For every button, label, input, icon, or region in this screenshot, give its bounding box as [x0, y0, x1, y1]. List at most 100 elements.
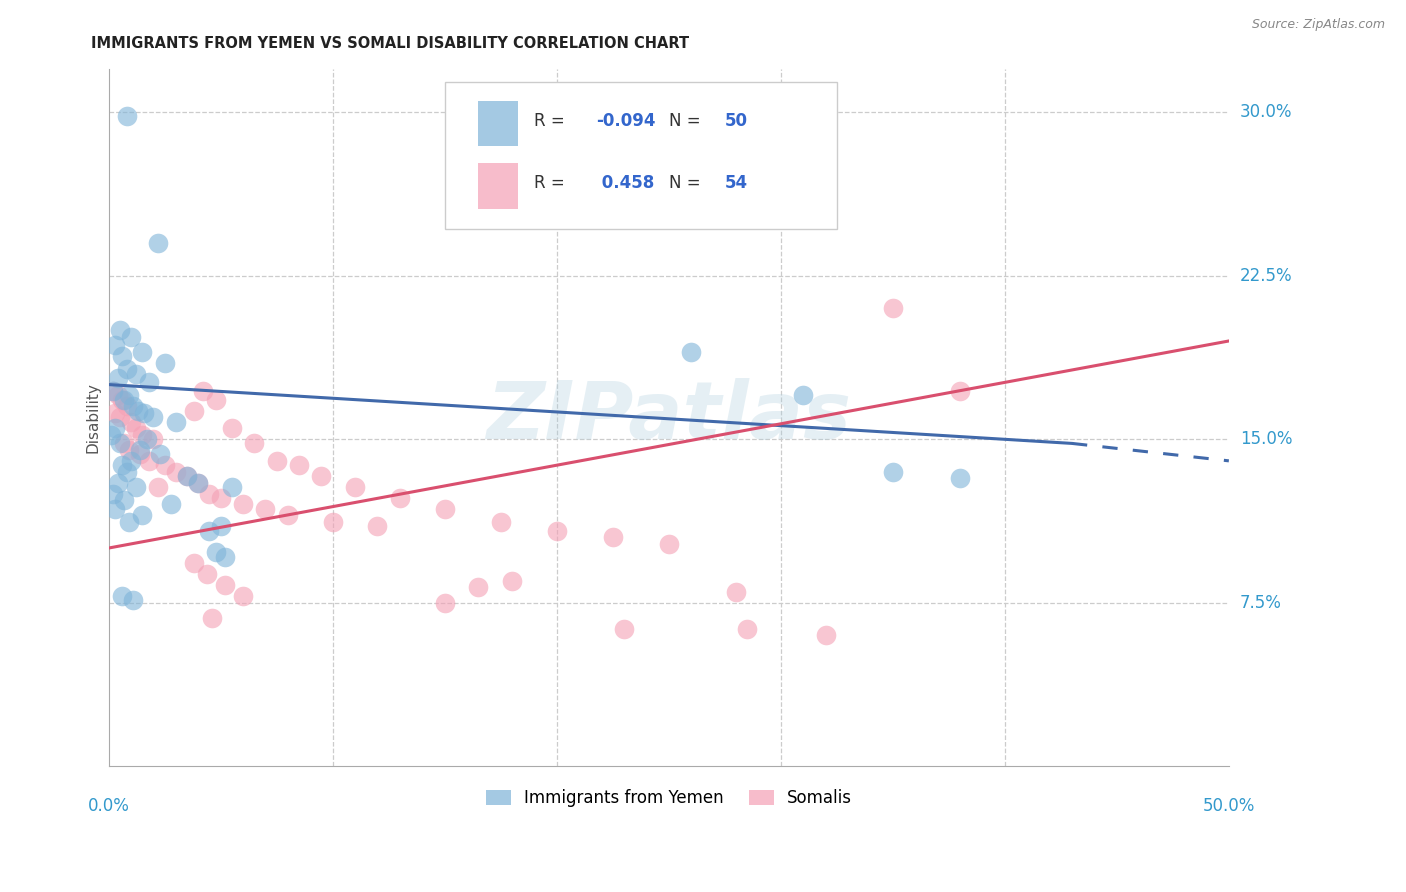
Point	[118, 515, 141, 529]
Point	[214, 578, 236, 592]
Text: Source: ZipAtlas.com: Source: ZipAtlas.com	[1251, 18, 1385, 31]
FancyBboxPatch shape	[444, 82, 837, 229]
Text: 50: 50	[724, 112, 748, 130]
Point	[882, 465, 904, 479]
Point	[120, 329, 142, 343]
Point	[187, 475, 209, 490]
Point	[489, 515, 512, 529]
Point	[433, 501, 456, 516]
Text: IMMIGRANTS FROM YEMEN VS SOMALI DISABILITY CORRELATION CHART: IMMIGRANTS FROM YEMEN VS SOMALI DISABILI…	[91, 36, 689, 51]
Point	[115, 110, 138, 124]
Point	[277, 508, 299, 523]
Point	[613, 622, 636, 636]
Text: 0.0%: 0.0%	[87, 797, 129, 814]
Text: -0.094: -0.094	[596, 112, 655, 130]
Point	[266, 454, 288, 468]
Point	[101, 384, 124, 398]
Point	[101, 384, 124, 398]
Point	[104, 501, 127, 516]
Point	[107, 475, 129, 490]
Text: R =: R =	[534, 112, 571, 130]
Text: N =: N =	[669, 175, 706, 193]
Text: 7.5%: 7.5%	[1240, 593, 1282, 612]
FancyBboxPatch shape	[478, 163, 517, 209]
Point	[949, 384, 972, 398]
Point	[127, 403, 149, 417]
Point	[111, 458, 134, 473]
Point	[433, 595, 456, 609]
Point	[104, 406, 127, 420]
Point	[118, 442, 141, 457]
Point	[183, 557, 205, 571]
Point	[232, 498, 254, 512]
Point	[108, 323, 131, 337]
Point	[288, 458, 311, 473]
Point	[108, 436, 131, 450]
Point	[146, 235, 169, 250]
Point	[149, 447, 172, 461]
Point	[111, 349, 134, 363]
Text: 0.458: 0.458	[596, 175, 654, 193]
Point	[104, 421, 127, 435]
Point	[183, 403, 205, 417]
Point	[131, 427, 153, 442]
Point	[214, 549, 236, 564]
Point	[111, 589, 134, 603]
Point	[112, 392, 135, 407]
Point	[153, 356, 176, 370]
Point	[107, 388, 129, 402]
Point	[176, 469, 198, 483]
Legend: Immigrants from Yemen, Somalis: Immigrants from Yemen, Somalis	[479, 782, 859, 814]
Point	[111, 392, 134, 407]
Point	[115, 400, 138, 414]
Point	[792, 388, 814, 402]
Point	[195, 567, 218, 582]
Point	[344, 480, 367, 494]
Point	[198, 486, 221, 500]
Point	[100, 427, 122, 442]
Text: 54: 54	[724, 175, 748, 193]
Point	[176, 469, 198, 483]
Point	[122, 593, 145, 607]
Text: R =: R =	[534, 175, 571, 193]
Point	[205, 545, 228, 559]
Text: N =: N =	[669, 112, 706, 130]
Point	[209, 519, 232, 533]
Point	[120, 454, 142, 468]
Point	[124, 480, 146, 494]
Point	[131, 344, 153, 359]
Point	[108, 410, 131, 425]
Text: ZIPatlas: ZIPatlas	[486, 378, 851, 457]
Point	[205, 392, 228, 407]
Point	[187, 475, 209, 490]
Point	[311, 469, 333, 483]
Point	[124, 421, 146, 435]
Point	[814, 628, 837, 642]
Text: 22.5%: 22.5%	[1240, 267, 1292, 285]
Point	[138, 454, 160, 468]
Point	[134, 406, 156, 420]
FancyBboxPatch shape	[478, 101, 517, 146]
Point	[115, 465, 138, 479]
Point	[101, 486, 124, 500]
Point	[122, 400, 145, 414]
Point	[129, 447, 152, 461]
Point	[467, 580, 489, 594]
Point	[198, 524, 221, 538]
Point	[129, 442, 152, 457]
Text: 50.0%: 50.0%	[1202, 797, 1256, 814]
Point	[724, 584, 747, 599]
Point	[735, 622, 758, 636]
Point	[165, 465, 187, 479]
Point	[254, 501, 277, 516]
Point	[232, 589, 254, 603]
Point	[118, 388, 141, 402]
Point	[243, 436, 266, 450]
Point	[142, 410, 165, 425]
Point	[112, 436, 135, 450]
Point	[882, 301, 904, 316]
Point	[115, 362, 138, 376]
Point	[388, 491, 411, 505]
Point	[221, 480, 243, 494]
Point	[209, 491, 232, 505]
